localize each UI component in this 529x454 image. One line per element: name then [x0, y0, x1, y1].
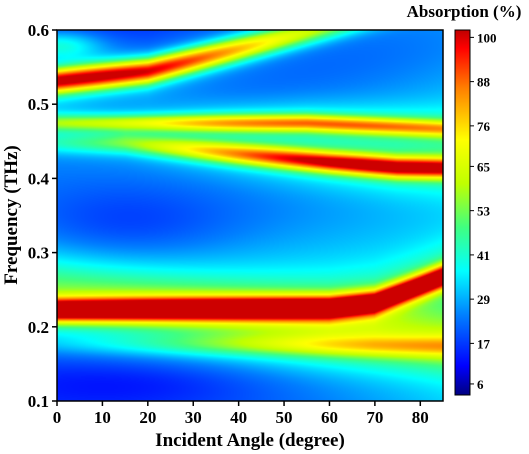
y-tick-label: 0.2: [28, 318, 49, 337]
y-axis-title: Frequency (THz): [1, 145, 22, 285]
y-tick-label: 0.1: [28, 392, 49, 411]
colorbar-tick-label: 65: [477, 159, 491, 174]
x-tick-label: 30: [185, 408, 202, 427]
x-tick-label: 80: [412, 408, 429, 427]
y-axis: 0.1 0.2 0.3 0.4 0.5 0.6: [28, 21, 57, 411]
colorbar-tick-label: 88: [477, 75, 491, 90]
colorbar-tick-label: 100: [477, 30, 497, 45]
y-tick-label: 0.4: [28, 169, 50, 188]
colorbar-tick-label: 41: [477, 248, 490, 263]
y-tick-label: 0.6: [28, 21, 49, 40]
x-axis: 0 10 20 30 40 50 60 70 80: [53, 401, 429, 427]
x-tick-label: 10: [94, 408, 111, 427]
colorbar-tick-label: 17: [477, 336, 491, 351]
colorbar-title: Absorption (%): [407, 2, 522, 21]
x-tick-label: 50: [276, 408, 293, 427]
y-tick-label: 0.3: [28, 244, 49, 263]
x-tick-label: 0: [53, 408, 62, 427]
colorbar-tick-label: 6: [477, 377, 484, 392]
colorbar-tick-label: 29: [477, 292, 491, 307]
plot-frame: [56, 29, 444, 402]
colorbar-axis: 6 17 29 41 53 65 76 88 100: [470, 30, 497, 392]
colorbar: [454, 29, 471, 396]
x-tick-label: 20: [139, 408, 156, 427]
x-tick-label: 60: [321, 408, 338, 427]
x-tick-label: 40: [230, 408, 247, 427]
x-axis-title: Incident Angle (degree): [155, 430, 345, 451]
y-tick-label: 0.5: [28, 95, 49, 114]
x-tick-label: 70: [366, 408, 383, 427]
colorbar-tick-label: 76: [477, 119, 491, 134]
heatmap-area: [57, 30, 443, 401]
colorbar-tick-label: 53: [477, 204, 491, 219]
